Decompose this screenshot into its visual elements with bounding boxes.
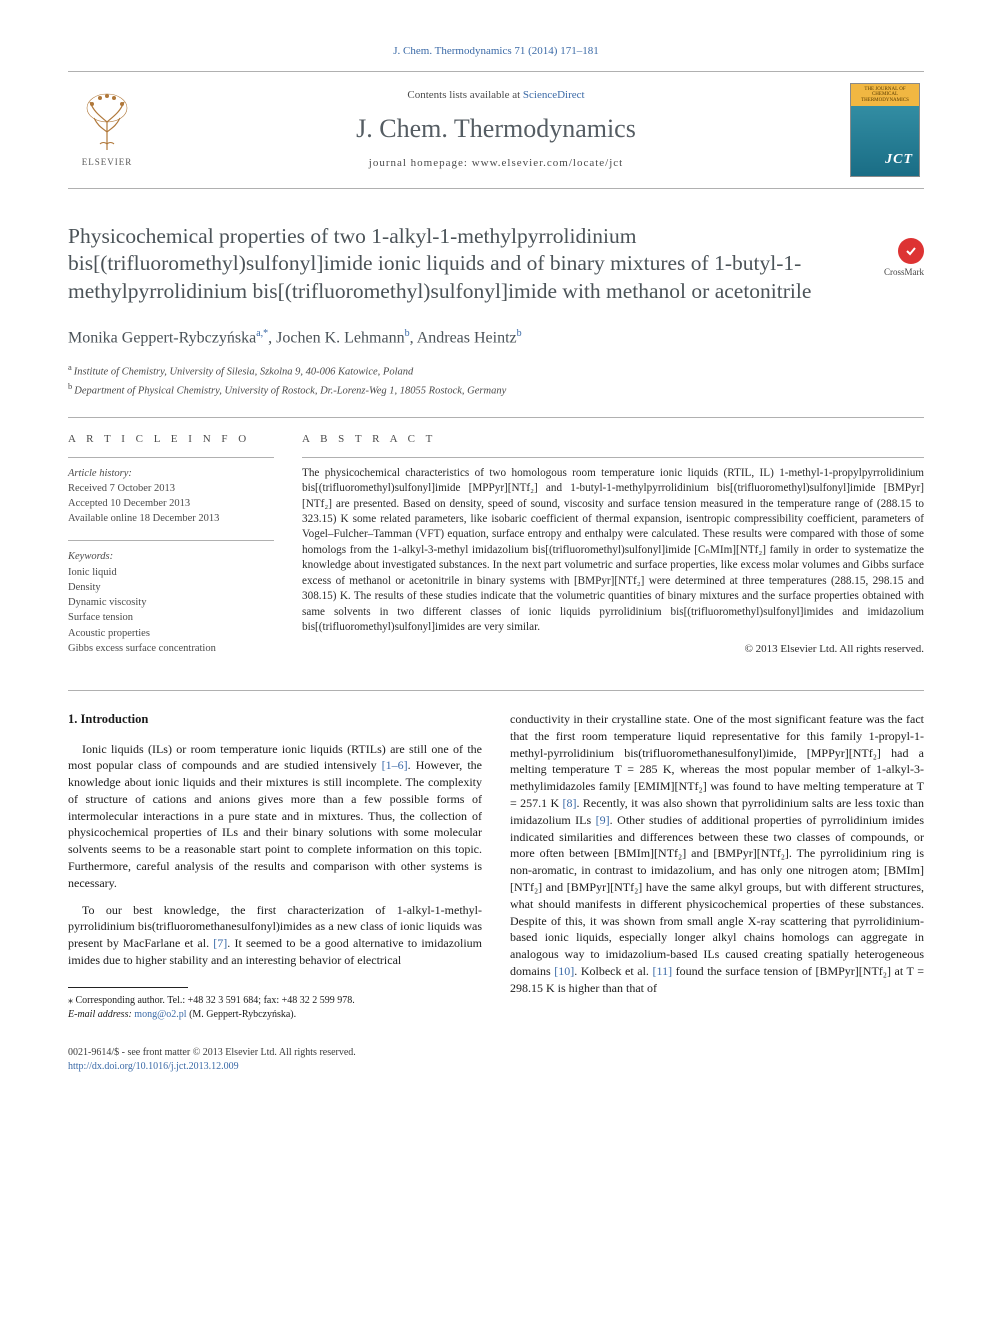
ref-link-7[interactable]: [7] (213, 936, 227, 950)
author-sep-2: , (410, 330, 417, 347)
corr-email-link[interactable]: mong@o2.pl (134, 1009, 186, 1020)
author-3: Andreas Heintz (417, 330, 517, 347)
journal-cover: THE JOURNAL OF CHEMICAL THERMODYNAMICS J… (846, 72, 924, 188)
kw-6: Gibbs excess surface concentration (68, 643, 216, 654)
ref-link-11[interactable]: [11] (653, 964, 673, 978)
journal-header-band: ELSEVIER Contents lists available at Sci… (68, 71, 924, 189)
authors-line: Monika Geppert-Rybczyńskaa,*, Jochen K. … (68, 327, 924, 349)
citation-header: J. Chem. Thermodynamics 71 (2014) 171–18… (68, 44, 924, 59)
homepage-url: www.elsevier.com/locate/jct (472, 157, 624, 169)
history-received: Received 7 October 2013 (68, 483, 175, 494)
section-1-heading: 1. Introduction (68, 711, 482, 729)
elsevier-logo: ELSEVIER (68, 72, 146, 188)
header-center: Contents lists available at ScienceDirec… (146, 72, 846, 188)
body-column-left: 1. Introduction Ionic liquids (ILs) or r… (68, 711, 482, 1022)
kw-5: Acoustic properties (68, 628, 150, 639)
corresponding-author-footnote: ⁎ Corresponding author. Tel.: +48 32 3 5… (68, 994, 482, 1022)
body-column-right: conductivity in their crystalline state.… (510, 711, 924, 1022)
email-tail: (M. Geppert-Rybczyńska). (187, 1009, 297, 1020)
kw-1: Ionic liquid (68, 567, 117, 578)
kw-4: Surface tension (68, 612, 133, 623)
author-3-aff[interactable]: b (517, 328, 522, 339)
homepage-prefix: journal homepage: (369, 157, 472, 169)
contents-prefix: Contents lists available at (407, 89, 522, 101)
divider-rule-full (68, 690, 924, 691)
history-accepted: Accepted 10 December 2013 (68, 498, 190, 509)
affiliation-a: aInstitute of Chemistry, University of S… (68, 361, 924, 380)
article-history-label: Article history: (68, 468, 132, 479)
para-2: To our best knowledge, the first charact… (68, 902, 482, 969)
bottom-meta: 0021-9614/$ - see front matter © 2013 El… (68, 1046, 924, 1074)
doi-link[interactable]: http://dx.doi.org/10.1016/j.jct.2013.12.… (68, 1061, 239, 1072)
journal-name: J. Chem. Thermodynamics (146, 111, 846, 146)
footnote-separator (68, 987, 188, 988)
article-info-head: A R T I C L E I N F O (68, 432, 274, 447)
keywords-label: Keywords: (68, 551, 113, 562)
crossmark-icon (898, 238, 924, 264)
corr-author-line: ⁎ Corresponding author. Tel.: +48 32 3 5… (68, 994, 482, 1008)
history-available: Available online 18 December 2013 (68, 513, 219, 524)
para-3: conductivity in their crystalline state.… (510, 711, 924, 997)
abstract-column: A B S T R A C T The physicochemical char… (302, 432, 924, 670)
abstract-copyright: © 2013 Elsevier Ltd. All rights reserved… (302, 642, 924, 657)
affiliations: aInstitute of Chemistry, University of S… (68, 361, 924, 398)
ref-link-8[interactable]: [8] (563, 796, 577, 810)
ref-link-1-6[interactable]: [1–6] (382, 758, 408, 772)
author-1: Monika Geppert-Rybczyńska (68, 330, 256, 347)
elsevier-wordmark: ELSEVIER (82, 156, 133, 168)
kw-2: Density (68, 582, 101, 593)
article-info-column: A R T I C L E I N F O Article history: R… (68, 432, 274, 670)
divider-rule (68, 417, 924, 418)
abstract-text: The physicochemical characteristics of t… (302, 466, 924, 636)
abstract-head: A B S T R A C T (302, 432, 924, 447)
kw-3: Dynamic viscosity (68, 597, 146, 608)
email-label: E-mail address: (68, 1009, 134, 1020)
elsevier-tree-icon (80, 92, 134, 152)
issn-line: 0021-9614/$ - see front matter © 2013 El… (68, 1046, 924, 1060)
keywords-block: Keywords: Ionic liquid Density Dynamic v… (68, 540, 274, 656)
corr-email-line: E-mail address: mong@o2.pl (M. Geppert-R… (68, 1008, 482, 1022)
affiliation-a-text: Institute of Chemistry, University of Si… (74, 367, 413, 378)
cover-title-text: THE JOURNAL OF CHEMICAL THERMODYNAMICS (854, 87, 916, 104)
journal-homepage-line: journal homepage: www.elsevier.com/locat… (146, 156, 846, 171)
cover-jct-label: JCT (885, 151, 913, 170)
affiliation-b: bDepartment of Physical Chemistry, Unive… (68, 380, 924, 399)
article-title: Physicochemical properties of two 1-alky… (68, 223, 924, 306)
para-1: Ionic liquids (ILs) or room temperature … (68, 741, 482, 892)
sciencedirect-link[interactable]: ScienceDirect (523, 89, 585, 101)
author-sep-1: , (268, 330, 276, 347)
ref-link-9[interactable]: [9] (596, 813, 610, 827)
author-2: Jochen K. Lehmann (276, 330, 404, 347)
article-history-block: Article history: Received 7 October 2013… (68, 457, 274, 527)
crossmark-label: CrossMark (854, 266, 924, 278)
crossmark-badge[interactable]: CrossMark (854, 238, 924, 278)
affiliation-b-text: Department of Physical Chemistry, Univer… (74, 386, 506, 397)
body-two-columns: 1. Introduction Ionic liquids (ILs) or r… (68, 711, 924, 1022)
ref-link-10[interactable]: [10] (554, 964, 574, 978)
contents-line: Contents lists available at ScienceDirec… (146, 88, 846, 103)
